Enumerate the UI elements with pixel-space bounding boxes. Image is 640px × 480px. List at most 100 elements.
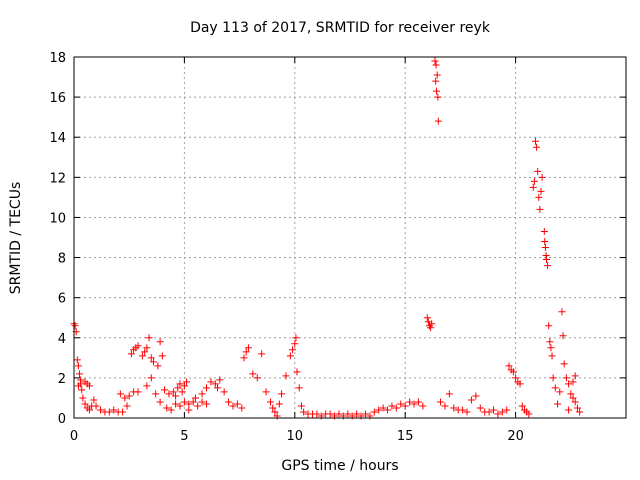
data-point (535, 193, 543, 201)
data-point (559, 332, 567, 340)
data-point (576, 408, 584, 416)
data-point (490, 406, 498, 414)
data-point (549, 374, 557, 382)
data-point (238, 404, 246, 412)
data-point (73, 356, 81, 364)
y-tick-label: 6 (58, 292, 66, 307)
data-point (565, 380, 573, 388)
data-point (370, 408, 378, 416)
data-point (569, 394, 577, 402)
data-point (485, 408, 493, 416)
x-tick-label: 5 (180, 429, 188, 444)
data-point (214, 384, 222, 392)
data-point (525, 410, 533, 418)
data-point (141, 348, 149, 356)
data-point (512, 374, 520, 382)
data-point (434, 117, 442, 125)
data-point (392, 404, 400, 412)
data-point (562, 374, 570, 382)
data-point (85, 406, 93, 414)
data-point (207, 378, 215, 386)
data-point (282, 372, 290, 380)
data-point (423, 314, 431, 322)
data-point (313, 410, 321, 418)
data-point (225, 398, 233, 406)
data-point (161, 386, 169, 394)
data-point (545, 322, 553, 330)
data-point (116, 390, 124, 398)
data-point (81, 400, 89, 408)
data-point (152, 390, 160, 398)
y-tick-label: 8 (58, 252, 66, 267)
data-point (189, 398, 197, 406)
data-point (149, 358, 157, 366)
data-point (291, 340, 299, 348)
y-tick-label: 0 (58, 412, 66, 427)
data-point (541, 244, 549, 252)
data-point (194, 402, 202, 410)
data-point (110, 406, 118, 414)
data-point (202, 400, 210, 408)
data-point (547, 344, 555, 352)
data-point (445, 390, 453, 398)
data-point (185, 406, 193, 414)
data-point (158, 352, 166, 360)
data-point (185, 400, 193, 408)
data-point (78, 386, 86, 394)
data-point (571, 372, 579, 380)
data-point (119, 408, 127, 416)
data-point (125, 392, 133, 400)
data-points (70, 57, 584, 420)
data-point (169, 388, 177, 396)
data-point (556, 388, 564, 396)
data-point (544, 262, 552, 270)
data-point (269, 404, 277, 412)
data-point (79, 394, 87, 402)
data-point (76, 370, 84, 378)
data-point (165, 390, 173, 398)
data-point (143, 344, 151, 352)
data-point (180, 398, 188, 406)
data-point (573, 404, 581, 412)
data-point (96, 406, 104, 414)
data-point (326, 410, 334, 418)
data-point (388, 402, 396, 410)
data-point (541, 238, 549, 246)
data-point (516, 380, 524, 388)
data-point (433, 71, 441, 79)
data-point (178, 388, 186, 396)
data-point (174, 384, 182, 392)
data-point (240, 354, 248, 362)
data-point (505, 362, 513, 370)
data-point (529, 183, 537, 191)
data-point (533, 143, 541, 151)
y-tick-label: 14 (49, 131, 66, 146)
data-point (176, 402, 184, 410)
data-point (220, 388, 228, 396)
data-point (375, 406, 383, 414)
data-point (428, 320, 436, 328)
x-tick-label: 20 (507, 429, 524, 444)
data-point (450, 404, 458, 412)
data-point (530, 177, 538, 185)
data-point (548, 352, 556, 360)
data-point (77, 376, 85, 384)
data-point (546, 338, 554, 346)
data-point (271, 408, 279, 416)
data-point (105, 408, 113, 416)
data-point (300, 408, 308, 416)
data-point (463, 408, 471, 416)
data-point (90, 396, 98, 404)
data-point (297, 402, 305, 410)
data-point (558, 308, 566, 316)
data-point (286, 352, 294, 360)
data-point (180, 382, 188, 390)
data-point (145, 334, 153, 342)
y-tick-label: 4 (58, 332, 66, 347)
data-point (156, 338, 164, 346)
data-point (267, 398, 275, 406)
data-point (134, 342, 142, 350)
data-point (278, 390, 286, 398)
data-point (85, 382, 93, 390)
data-point (551, 384, 559, 392)
